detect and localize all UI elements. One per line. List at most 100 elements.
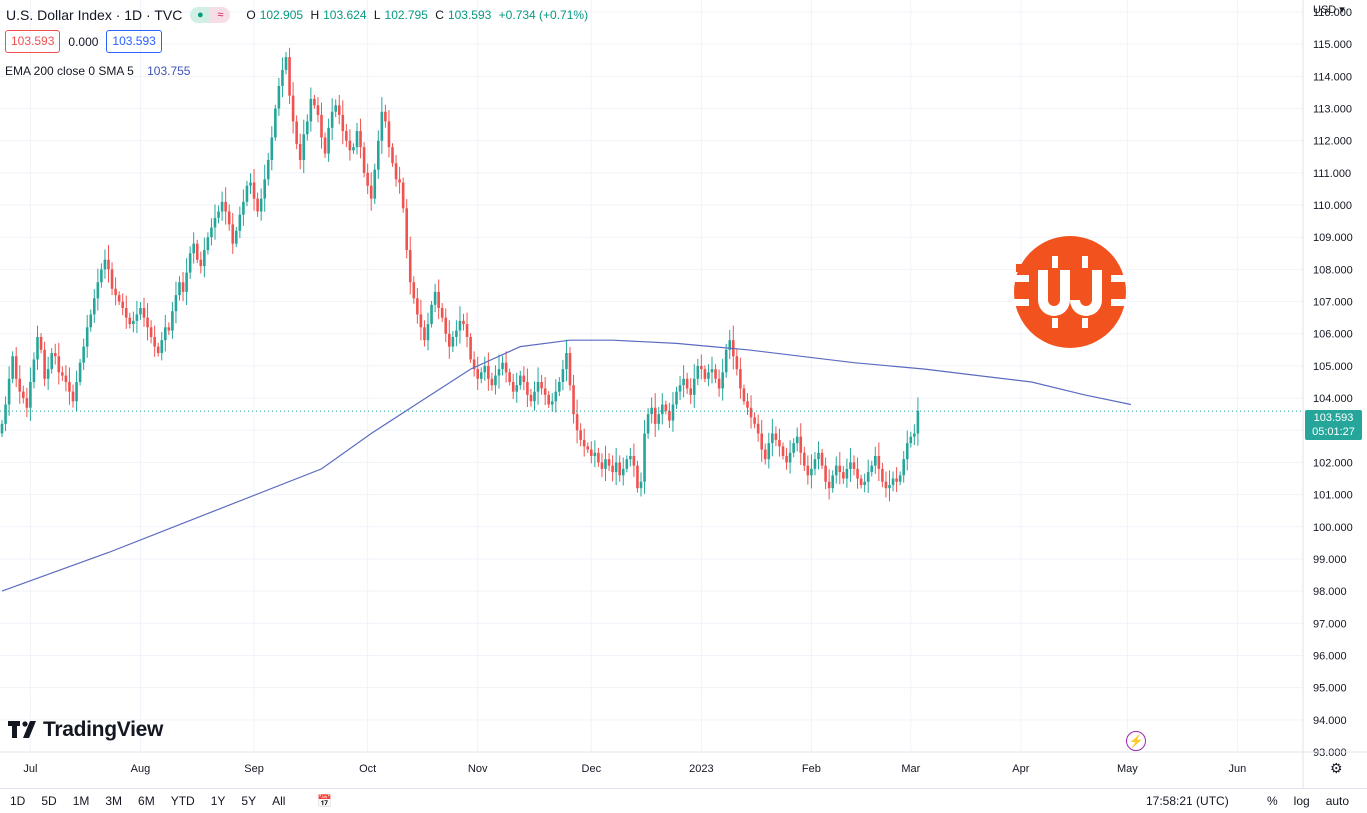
candle-body (46, 369, 50, 379)
candle-body (494, 375, 497, 386)
candle-body (728, 340, 732, 350)
candle-body (366, 172, 369, 186)
candle-body (57, 356, 61, 373)
tf-ytd[interactable]: YTD (170, 794, 195, 808)
candle-body (607, 459, 611, 466)
log-toggle[interactable]: log (1293, 794, 1310, 808)
price-axis[interactable]: 93.000 94.000 95.000 96.000 97.000 98.000 99.0… (1302, 0, 1353, 788)
candle-body (235, 230, 238, 244)
candle-body (526, 382, 529, 395)
price-tick-label: 113.000 (1313, 104, 1352, 116)
candle-body (149, 327, 153, 337)
currency-selector[interactable]: USD ▾ (1313, 3, 1345, 16)
lightning-icon[interactable]: ⚡ (1126, 731, 1146, 751)
logo-text: TradingView (43, 718, 164, 741)
candle-body (611, 465, 614, 473)
candle-body (135, 314, 139, 321)
time-tick-label: Feb (802, 763, 821, 775)
candle-body (753, 417, 756, 424)
candle-body (671, 404, 675, 421)
candle-body (110, 269, 114, 289)
candle-body (103, 259, 107, 270)
candle-body (575, 414, 579, 431)
candle-body (412, 282, 416, 299)
candle-body (870, 465, 874, 473)
candle-body (916, 410, 920, 434)
candle-body (561, 369, 565, 382)
candle-body (749, 407, 753, 418)
tf-all[interactable]: All (272, 794, 286, 808)
candle-body (263, 179, 266, 199)
auto-toggle[interactable]: auto (1325, 794, 1350, 808)
tf-1m[interactable]: 1M (72, 794, 90, 808)
candle-body (82, 346, 85, 363)
date-range-calendar-icon[interactable]: 📅 (317, 794, 333, 808)
time-axis[interactable]: Jul Aug Sep Oct Nov Dec 2023 Feb Mar Apr May Jun (0, 751, 1367, 775)
candle-body (519, 375, 522, 386)
candle-body (337, 105, 341, 115)
candle-body (210, 227, 213, 238)
candle-body (430, 304, 433, 325)
time-tick-label: May (1117, 763, 1138, 775)
price-tick-label: 105.000 (1313, 361, 1353, 373)
percent-toggle[interactable]: % (1267, 794, 1278, 808)
candle-body (803, 452, 806, 466)
candle-body (646, 414, 650, 434)
indicator-legend[interactable]: EMA 200 close 0 SMA 5 103.755 (5, 64, 190, 78)
utc-clock[interactable]: 17:58:21 (UTC) (1146, 794, 1229, 808)
candle-body (142, 308, 146, 318)
tf-5y[interactable]: 5Y (241, 794, 257, 808)
open-value: 102.905 (259, 8, 304, 22)
candle-body (501, 362, 504, 370)
candle-body (426, 324, 430, 341)
candle-body (71, 391, 75, 402)
price-tick-label: 98.000 (1313, 586, 1347, 598)
candle-body (288, 57, 291, 96)
candle-body (597, 452, 600, 463)
candle-body (739, 369, 742, 389)
tradingview-logo[interactable]: TradingView (8, 718, 163, 742)
tf-3m[interactable]: 3M (105, 794, 123, 808)
price-tick-label: 93.000 (1313, 747, 1347, 759)
candle-body (874, 456, 877, 466)
tf-6m[interactable]: 6M (138, 794, 155, 808)
candle-body (490, 378, 494, 386)
sell-button[interactable]: 103.593 (5, 30, 61, 53)
candle-body (650, 407, 653, 415)
candle-body (692, 378, 696, 395)
candle-body (817, 452, 820, 460)
candle-body (295, 121, 298, 144)
tf-1y[interactable]: 1Y (210, 794, 226, 808)
compare-toggle[interactable]: ● ≈ (190, 7, 231, 23)
candle-body (479, 372, 483, 379)
wave-icon[interactable]: ≈ (210, 7, 231, 23)
open-key: O (246, 8, 256, 22)
candle-body (717, 378, 721, 389)
price-tick-label: 109.000 (1313, 232, 1353, 244)
candle-body (398, 179, 401, 183)
tf-1d[interactable]: 1D (10, 794, 26, 808)
candle-body (64, 375, 68, 382)
candle-body (820, 452, 824, 466)
candle-body (0, 423, 4, 434)
eye-icon[interactable]: ● (190, 7, 211, 23)
settings-gear-icon[interactable]: ⚙ (1330, 760, 1343, 776)
candle-body (866, 472, 870, 482)
symbol-title[interactable]: U.S. Dollar Index · 1D · TVC (6, 7, 183, 23)
candle-body (827, 481, 831, 489)
indicator-label: EMA 200 close 0 SMA 5 (5, 64, 134, 78)
candle-body (256, 198, 259, 212)
price-tick-label: 108.000 (1313, 264, 1353, 276)
candle-body (330, 111, 334, 128)
high-value: 103.624 (323, 8, 367, 22)
candle-body (508, 372, 511, 382)
candle-body (14, 356, 18, 379)
candle-body (242, 201, 245, 215)
candle-body (291, 95, 295, 122)
tf-5d[interactable]: 5D (41, 794, 57, 808)
candle-body (185, 272, 188, 292)
buy-button[interactable]: 103.593 (106, 30, 162, 53)
candle-body (586, 446, 590, 450)
candle-body (909, 436, 913, 444)
